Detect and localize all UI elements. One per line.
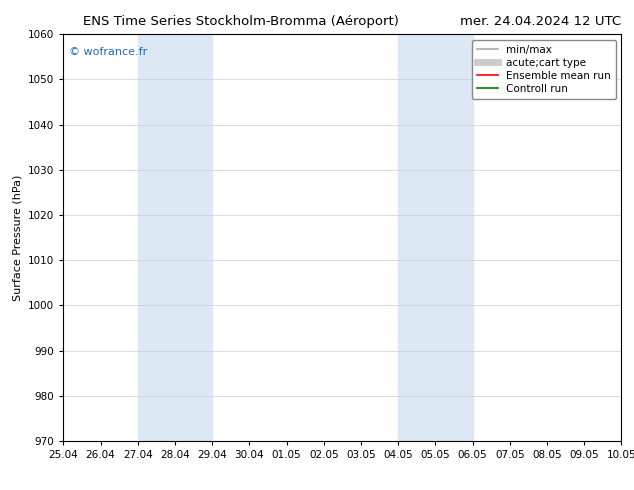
Text: ENS Time Series Stockholm-Bromma (Aéroport): ENS Time Series Stockholm-Bromma (Aéropo…: [83, 15, 399, 28]
Bar: [138, 34, 212, 441]
Bar: [398, 34, 472, 441]
Y-axis label: Surface Pressure (hPa): Surface Pressure (hPa): [13, 174, 23, 301]
Text: © wofrance.fr: © wofrance.fr: [69, 47, 147, 56]
Legend: min/max, acute;cart type, Ensemble mean run, Controll run: min/max, acute;cart type, Ensemble mean …: [472, 40, 616, 99]
Text: mer. 24.04.2024 12 UTC: mer. 24.04.2024 12 UTC: [460, 15, 621, 28]
